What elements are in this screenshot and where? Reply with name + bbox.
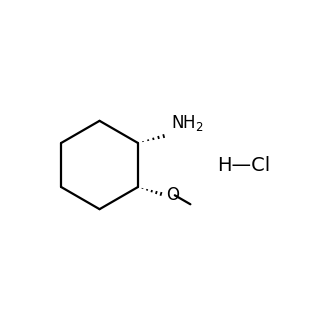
Text: NH$_2$: NH$_2$ bbox=[171, 113, 203, 133]
Text: H—Cl: H—Cl bbox=[217, 155, 270, 175]
Text: O: O bbox=[167, 186, 180, 204]
